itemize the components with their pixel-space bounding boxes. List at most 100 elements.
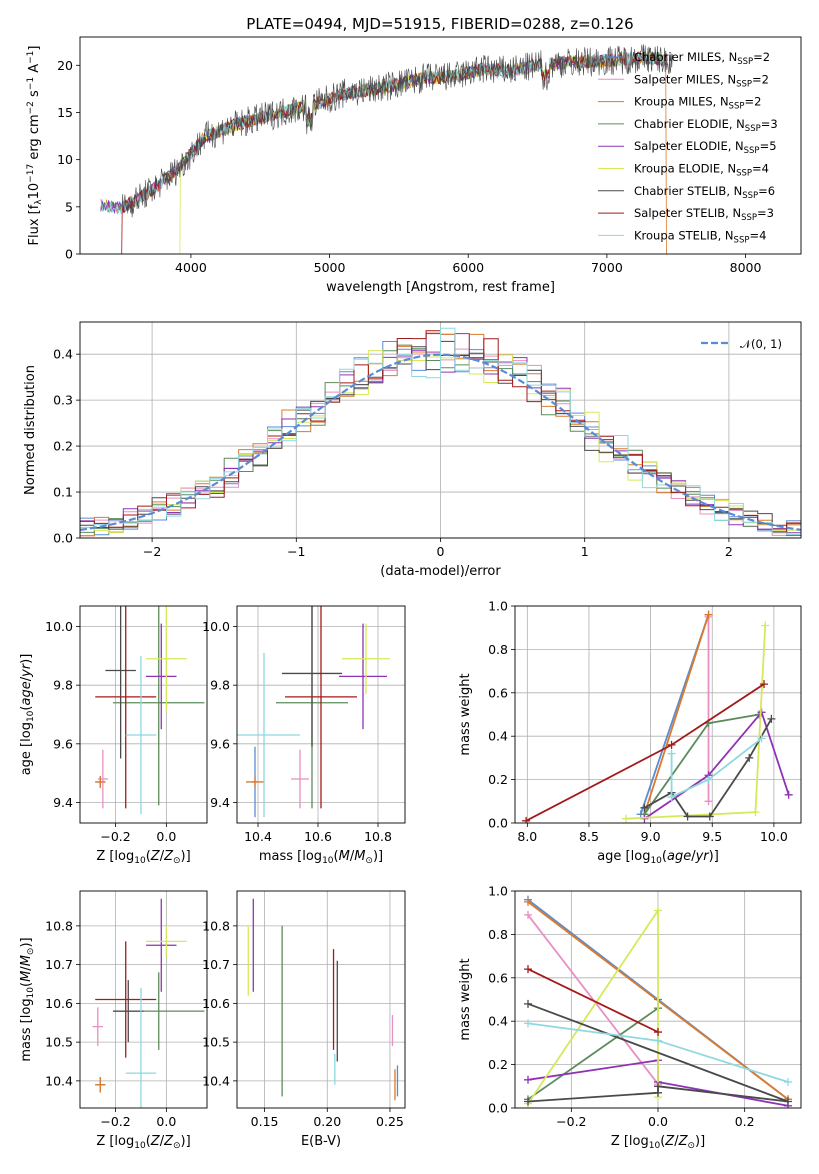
data-layer xyxy=(80,327,801,537)
x-tick-label: 0.20 xyxy=(313,1114,341,1129)
spectrum-line-6 xyxy=(121,44,674,218)
y-axis-label: Normed distribution xyxy=(23,365,38,495)
axes-frame xyxy=(79,36,802,255)
x-tick-label: 5000 xyxy=(314,260,346,275)
y-tick-label: 9.8 xyxy=(210,678,230,693)
y-tick-label: 0.6 xyxy=(488,685,508,700)
errorbar-4 xyxy=(339,623,387,730)
axes-frame xyxy=(79,605,208,824)
weight-marker xyxy=(524,897,532,906)
x-tick-label: 0.0 xyxy=(156,1114,176,1129)
weight-marker xyxy=(704,797,713,806)
data-layer xyxy=(524,895,792,1108)
errorbar-1 xyxy=(291,749,309,809)
x-tick-label: 8000 xyxy=(730,260,762,275)
y-tick-label: 10.8 xyxy=(202,918,230,933)
y-tick-label: 9.4 xyxy=(53,795,73,810)
y-axis-label: Flux [fλ10−17 erg cm−2 s−1 A−1] xyxy=(26,46,44,246)
weight-marker xyxy=(751,808,760,817)
errorbar-4 xyxy=(146,623,177,730)
y-tick-label: 9.8 xyxy=(53,678,73,693)
x-tick-label: −1 xyxy=(287,544,305,559)
x-axis-label: (data-model)/error xyxy=(380,564,501,579)
y-tick-label: 10.7 xyxy=(45,957,73,972)
y-tick-label: 10.0 xyxy=(202,619,230,634)
weight-marker xyxy=(757,734,766,743)
weight-marker xyxy=(524,1097,532,1106)
panel-age_vs_Z: −0.2 0.0 9.4 9.6 9.8 10.0 Z [log10(Z/Z⊙)] age [… xyxy=(19,605,208,866)
y-tick-label: 9.4 xyxy=(210,795,230,810)
axes-layer: 8.0 8.5 9.0 9.5 10.0 0.0 0.2 0.4 0.6 0.8 1.0 age [l… xyxy=(458,599,802,866)
y-tick-label: 10.4 xyxy=(45,1073,73,1088)
errorbar-5 xyxy=(146,925,187,957)
errorbar-2 xyxy=(95,776,106,788)
weight-marker xyxy=(667,749,676,758)
y-axis-label: mass weight xyxy=(458,958,473,1040)
legend-label: Salpeter MILES, NSSP=2 xyxy=(634,72,769,89)
y-tick-label: 0.2 xyxy=(488,772,508,787)
axes-layer: −0.2 0.0 10.4 10.5 10.6 10.7 10.8 Z [log10(Z/Z⊙… xyxy=(19,890,208,1151)
axes-frame xyxy=(514,605,802,824)
plot-area xyxy=(515,606,801,823)
errorbar-7 xyxy=(285,606,357,809)
axes-layer: 10.4 10.6 10.8 9.4 9.6 9.8 10.0 mass [log10(M/M… xyxy=(202,605,406,866)
legend-label: Chabrier STELIB, NSSP=6 xyxy=(634,184,775,201)
x-tick-label: 10.4 xyxy=(244,829,272,844)
errorbar-6 xyxy=(282,606,342,747)
weight-marker xyxy=(524,999,532,1008)
x-axis-label: Z [log10(Z/Z⊙)] xyxy=(96,1134,190,1151)
x-tick-label: 7000 xyxy=(591,260,623,275)
errorbar-8 xyxy=(125,987,157,1108)
x-tick-label: 0.25 xyxy=(376,1114,404,1129)
data-layer xyxy=(247,898,399,1101)
legend-label: Chabrier MILES, NSSP=2 xyxy=(634,50,770,67)
y-axis-label: mass weight xyxy=(458,673,473,755)
x-tick-label: 0.2 xyxy=(735,1114,755,1129)
axes-layer: 4000 5000 6000 7000 8000 0 5 10 15 20 wavelength [… xyxy=(26,36,802,295)
axes-frame xyxy=(514,890,802,1109)
panel-mass_vs_Z: −0.2 0.0 10.4 10.5 10.6 10.7 10.8 Z [log10(Z/Z⊙… xyxy=(19,890,208,1151)
weight-marker xyxy=(522,816,531,823)
x-axis-label: Z [log10(Z/Z⊙)] xyxy=(96,849,190,866)
legend-label: Salpeter ELODIE, NSSP=5 xyxy=(634,139,777,156)
y-tick-label: 0.6 xyxy=(488,970,508,985)
axes-frame xyxy=(79,890,208,1109)
errorbar-7 xyxy=(95,941,157,1058)
errorbar-7 xyxy=(95,606,157,809)
legend-label: Kroupa ELODIE, NSSP=4 xyxy=(634,162,769,179)
weight-marker xyxy=(654,1082,662,1091)
y-tick-label: 10 xyxy=(57,152,73,167)
weight-marker xyxy=(704,610,713,619)
weight-marker xyxy=(705,812,714,821)
panel-age_vs_mass: 10.4 10.6 10.8 9.4 9.6 9.8 10.0 mass [log10(M/M… xyxy=(202,605,406,866)
weight-marker xyxy=(767,714,776,723)
axes-frame xyxy=(236,890,406,1109)
y-tick-label: 1.0 xyxy=(488,884,508,899)
weight-marker xyxy=(667,740,676,749)
y-tick-label: 0.2 xyxy=(488,1057,508,1072)
errorbar-6 xyxy=(105,606,136,759)
x-axis-label: mass [log10(M/M⊙)] xyxy=(259,849,383,866)
y-tick-label: 10.0 xyxy=(45,619,73,634)
errorbar-5 xyxy=(146,606,187,712)
weight-marker xyxy=(761,621,770,630)
weight-marker xyxy=(760,680,769,689)
panel-weight_vs_age: 8.0 8.5 9.0 9.5 10.0 0.0 0.2 0.4 0.6 0.8 1.0 age [l… xyxy=(458,599,802,866)
errorbar-1 xyxy=(92,1007,103,1046)
plot-area xyxy=(80,606,207,823)
x-tick-label: 10.0 xyxy=(760,829,788,844)
plot-area xyxy=(237,891,405,1108)
weight-marker xyxy=(784,1097,792,1106)
weight-marker xyxy=(745,753,754,762)
gaussian-curve xyxy=(80,353,801,531)
errorbar-5 xyxy=(342,623,390,694)
axes-frame xyxy=(79,321,802,539)
y-tick-label: 0.3 xyxy=(53,393,73,408)
y-tick-label: 0.4 xyxy=(488,729,508,744)
x-tick-label: 9.5 xyxy=(702,829,722,844)
legend-label: Chabrier ELODIE, NSSP=3 xyxy=(634,117,778,134)
weight-line-7 xyxy=(527,968,659,1033)
axes-layer: −0.2 0.0 0.2 0.0 0.2 0.4 0.6 0.8 1.0 Z [log10(Z/Z… xyxy=(458,884,802,1151)
weight-line-1 xyxy=(527,914,659,1085)
weight-marker xyxy=(784,1077,792,1086)
